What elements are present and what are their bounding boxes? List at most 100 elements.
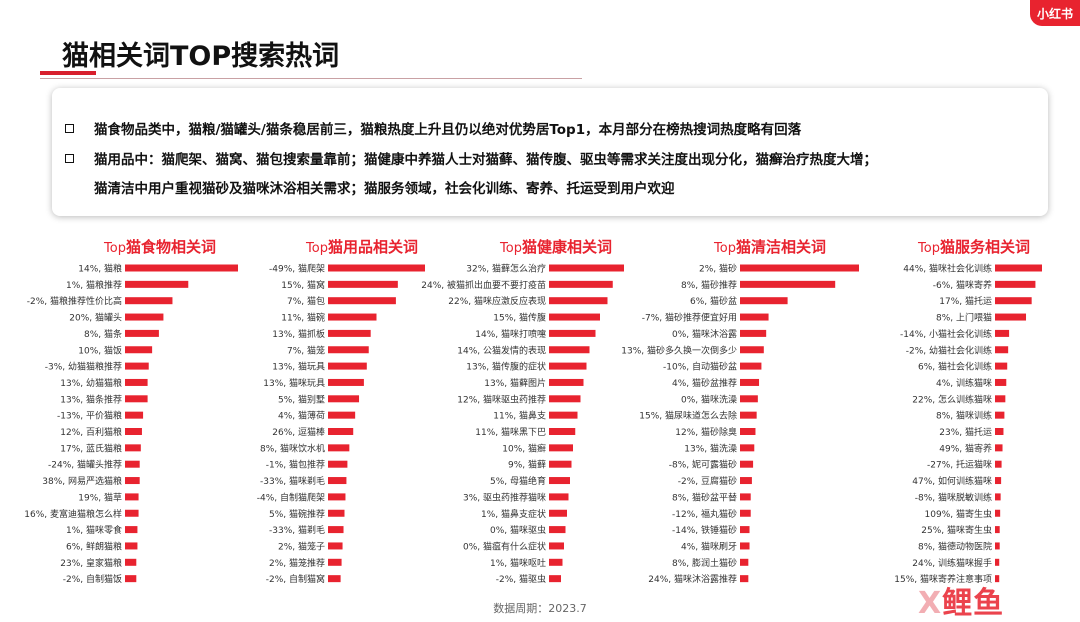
tick-label: 14%, 猫咪打喷嚏	[475, 328, 546, 340]
bar	[740, 460, 754, 468]
chart-title-main: 猫用品相关词	[328, 238, 418, 256]
tick-label: 8%, 猫咪训练	[936, 410, 992, 422]
chart-1: Top猫食物相关词 14%, 猫粮 1%, 猫粮推荐 -2%, 猫粮推荐性价比高 20%…	[24, 238, 238, 585]
bar	[740, 526, 750, 534]
tick-label: 17%, 猫托运	[939, 295, 992, 307]
tick-label: -2%, 幼猫社会化训练	[906, 344, 992, 356]
tick-label: 2%, 猫砂	[699, 263, 737, 275]
tick-label: -10%, 自动猫砂盆	[663, 361, 737, 373]
bar	[549, 526, 566, 534]
chart-title: Top猫清洁相关词	[713, 238, 826, 256]
tick-label: 4%, 训练猫咪	[936, 377, 992, 389]
bar	[995, 575, 1000, 583]
tick-label: 1%, 猫粮推荐	[66, 279, 122, 291]
bar	[125, 575, 137, 583]
tick-label: 4%, 猫咪刷牙	[681, 540, 737, 552]
bar	[740, 329, 767, 337]
bar	[549, 477, 570, 485]
bar	[995, 329, 1010, 337]
tick-label: -33%, 猫剃毛	[269, 524, 325, 536]
tick-label: 47%, 如何训练猫咪	[912, 475, 992, 487]
bar	[995, 264, 1042, 272]
bar	[549, 460, 572, 468]
tick-label: -24%, 猫罐头推荐	[48, 459, 122, 471]
summary-line-3: 猫清洁中用户重视猫砂及猫咪沐浴相关需求；猫服务领域，社会化训练、寄养、托运受到用…	[94, 181, 675, 197]
tick-label: 10%, 猫癣	[502, 442, 546, 454]
bar	[549, 346, 590, 354]
bar	[125, 411, 144, 419]
bar	[549, 378, 584, 386]
bar	[995, 280, 1036, 288]
tick-label: 1%, 猫咪呕吐	[490, 557, 546, 569]
bar	[328, 313, 377, 321]
tick-label: 8%, 膨润土猫砂	[672, 557, 737, 569]
tick-label: 6%, 猫砂盆	[690, 295, 737, 307]
bar	[125, 460, 140, 468]
tick-label: 7%, 猫包	[287, 295, 325, 307]
bar	[995, 460, 1002, 468]
tick-label: 22%, 猫咪应激反应表现	[448, 295, 546, 307]
bar	[328, 526, 344, 534]
title-accent-mark	[40, 71, 96, 75]
tick-label: 109%, 猫寄生虫	[925, 508, 992, 520]
bar	[740, 313, 769, 321]
tick-label: 13%, 猫砂多久换一次倒多少	[621, 344, 737, 356]
tick-label: 13%, 猫条推荐	[60, 393, 122, 405]
watermark-text: 鲤鱼	[942, 586, 1005, 621]
bar	[740, 378, 760, 386]
title-underline	[40, 78, 582, 79]
bar	[549, 542, 564, 550]
tick-label: -14%, 铁锤猫砂	[672, 524, 737, 536]
bar	[549, 575, 561, 583]
chart-title-main: 猫食物相关词	[126, 238, 216, 256]
bar	[125, 329, 159, 337]
bar	[549, 297, 608, 305]
tick-label: 17%, 蓝氏猫粮	[60, 442, 122, 454]
watermark-x: X	[918, 586, 943, 621]
tick-label: 8%, 猫德动物医院	[918, 540, 992, 552]
tick-label: 14%, 公猫发情的表现	[457, 344, 546, 356]
tick-label: -6%, 猫咪寄养	[933, 279, 992, 291]
tick-label: 8%, 猫条	[84, 328, 122, 340]
bullet-icon	[65, 124, 74, 133]
bar	[740, 428, 756, 435]
bar	[125, 558, 137, 566]
tick-label: -1%, 猫包推荐	[266, 459, 325, 471]
tick-label: 26%, 逗猫棒	[272, 426, 325, 438]
tick-label: 23%, 皇家猫粮	[60, 557, 122, 569]
bar	[995, 509, 1001, 517]
bar	[125, 493, 139, 501]
chart-title-prefix: Top	[713, 241, 736, 256]
tick-label: 5%, 猫别墅	[278, 393, 325, 405]
tick-label: 11%, 猫咪黑下巴	[475, 426, 546, 438]
tick-label: 10%, 猫饭	[78, 344, 122, 356]
bar	[125, 526, 138, 534]
bar	[995, 526, 1000, 534]
bar	[549, 428, 576, 435]
bar	[328, 395, 360, 403]
tick-label: 8%, 猫砂推荐	[681, 279, 737, 291]
summary-line-1: 猫食物品类中，猫粮/猫罐头/猫条稳居前三，猫粮热度上升且仍以绝对优势居Top1，…	[94, 122, 802, 138]
data-period: 数据周期：2023.7	[493, 602, 587, 615]
tick-label: 32%, 猫藓怎么治疗	[466, 263, 546, 275]
bar	[328, 558, 342, 566]
chart-title-main: 猫健康相关词	[522, 238, 612, 256]
tick-label: 4%, 猫砂盆推荐	[672, 377, 737, 389]
tick-label: 6%, 猫社会化训练	[918, 361, 992, 373]
summary-box	[52, 88, 1048, 216]
tick-label: -2%, 猫驱虫	[496, 573, 546, 585]
bar	[125, 428, 142, 435]
tick-label: 13%, 猫抓板	[272, 328, 325, 340]
bar	[125, 542, 138, 550]
bar	[328, 493, 346, 501]
tick-label: -7%, 猫砂推荐便宜好用	[642, 312, 737, 324]
tick-label: -13%, 平价猫粮	[57, 410, 122, 422]
bar	[125, 444, 141, 452]
tick-label: 13%, 猫玩具	[272, 361, 325, 373]
bar	[328, 362, 367, 370]
tick-label: 19%, 猫草	[78, 491, 122, 503]
tick-label: 8%, 上门喂猫	[936, 312, 992, 324]
bar	[549, 493, 569, 501]
bar	[995, 558, 1000, 566]
